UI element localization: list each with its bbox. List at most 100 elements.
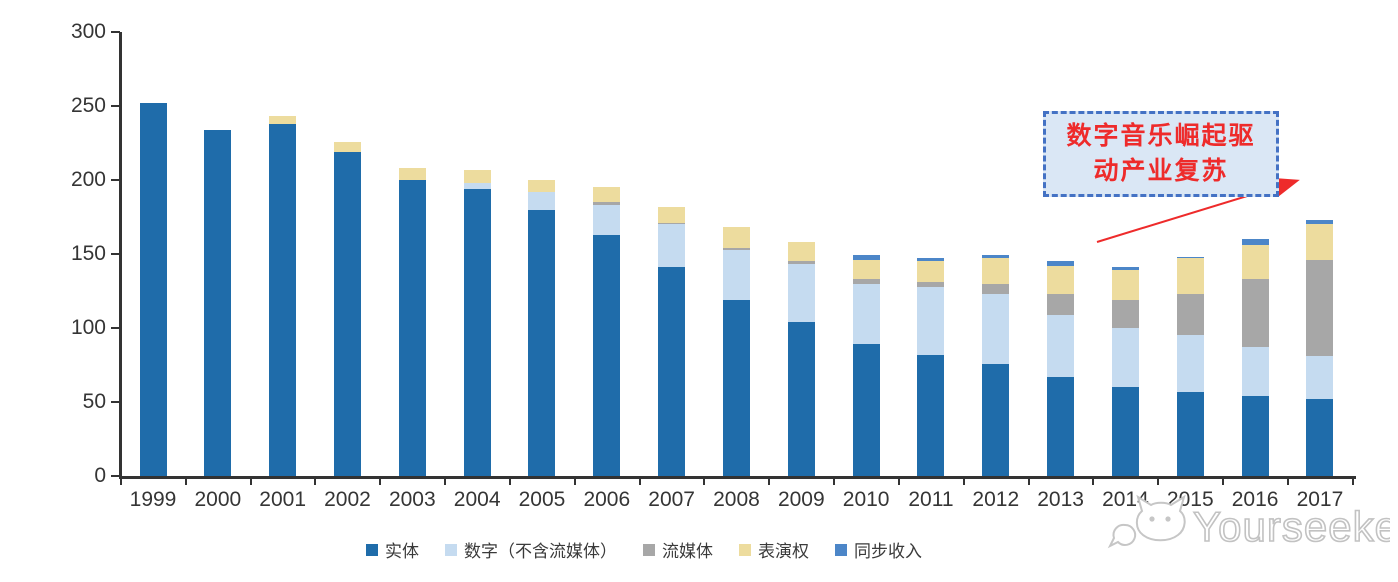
- x-axis-label: 2008: [713, 488, 760, 511]
- y-axis-tick: [111, 179, 120, 181]
- y-axis-tick: [111, 327, 120, 329]
- bar-segment-2005: [528, 180, 556, 192]
- bar-segment-2016: [1241, 239, 1269, 246]
- bar-segment-2006: [593, 187, 621, 203]
- annotation-text-line1: 数字音乐崛起驱: [1066, 122, 1256, 150]
- y-axis-tick: [111, 253, 120, 255]
- bar-segment-2011: [917, 286, 945, 355]
- bar-segment-2013: [1047, 261, 1075, 266]
- x-axis-tick: [833, 478, 836, 485]
- x-axis-tick: [768, 478, 771, 485]
- x-axis-label: 2015: [1166, 488, 1214, 511]
- x-axis-tick: [120, 478, 122, 485]
- legend-label: 实体: [385, 542, 419, 561]
- x-axis-tick: [444, 478, 447, 485]
- bar-segment-2004: [463, 182, 491, 189]
- bar-segment-2009: [787, 264, 815, 323]
- bar-segment-2012: [982, 255, 1010, 259]
- y-axis-tick: [111, 105, 120, 107]
- bar-segment-2010: [852, 279, 880, 284]
- bar-segment-2017: [1306, 259, 1334, 357]
- bar-segment-2016: [1241, 396, 1269, 476]
- bar-segment-2008: [722, 249, 750, 300]
- bar-segment-2005: [528, 209, 556, 476]
- y-axis-line: [119, 32, 122, 478]
- y-axis-tick: [111, 31, 120, 33]
- bar-segment-2015: [1176, 335, 1204, 392]
- bar-segment-2016: [1241, 347, 1269, 397]
- bar-segment-2007: [658, 222, 686, 225]
- bar-segment-2013: [1047, 265, 1075, 294]
- bar-segment-2006: [593, 205, 621, 235]
- bar-segment-2010: [852, 344, 880, 476]
- y-axis-label: 300: [70, 20, 106, 43]
- bar-segment-2013: [1047, 376, 1075, 476]
- legend-swatch-icon: [643, 543, 655, 556]
- x-axis-tick: [1222, 478, 1225, 485]
- x-axis-label: 2013: [1037, 488, 1084, 511]
- legend-swatch-icon: [366, 543, 378, 556]
- bar-segment-2014: [1111, 387, 1139, 476]
- bar-segment-2015: [1176, 293, 1204, 336]
- bar-segment-2016: [1241, 279, 1269, 348]
- bar-segment-2011: [917, 258, 945, 262]
- legend-item: 表演权: [739, 537, 809, 562]
- x-axis-tick: [1092, 478, 1095, 485]
- bar-segment-2008: [722, 248, 750, 250]
- bar-segment-2012: [982, 283, 1010, 294]
- legend-label: 流媒体: [662, 542, 713, 561]
- bar-segment-2017: [1306, 399, 1334, 476]
- bar-segment-2012: [982, 258, 1010, 284]
- x-axis-label: 2007: [648, 488, 695, 511]
- x-axis-label: 2001: [259, 488, 307, 511]
- bar-segment-2005: [528, 191, 556, 210]
- legend-label: 数字（不含流媒体）: [464, 542, 617, 561]
- x-axis-label: 1999: [129, 488, 177, 511]
- x-axis-label: 2011: [908, 488, 954, 511]
- bar-segment-2010: [852, 259, 880, 280]
- bar-segment-2015: [1176, 391, 1204, 476]
- y-axis-label: 0: [94, 464, 106, 487]
- bar-segment-2015: [1176, 256, 1204, 259]
- legend-label: 表演权: [758, 542, 809, 561]
- x-axis-label: 2014: [1102, 488, 1149, 511]
- chart-legend: 实体 数字（不含流媒体） 流媒体 表演权 同步收入: [366, 537, 922, 562]
- bar-segment-2014: [1111, 328, 1139, 388]
- x-axis-label: 2012: [972, 488, 1020, 511]
- x-axis-tick: [638, 478, 641, 485]
- bar-segment-2002: [333, 141, 361, 152]
- legend-item: 实体: [366, 537, 419, 562]
- y-axis-label: 200: [70, 168, 106, 191]
- bar-segment-2000: [204, 129, 232, 476]
- bar-segment-2007: [658, 224, 686, 268]
- x-axis-tick: [184, 478, 187, 485]
- bar-segment-2003: [398, 168, 426, 180]
- y-axis-tick: [111, 401, 120, 403]
- x-axis-tick: [249, 478, 252, 485]
- legend-item: 流媒体: [643, 537, 713, 562]
- bar-segment-2007: [658, 206, 686, 223]
- y-axis-tick: [111, 475, 120, 477]
- legend-label: 同步收入: [854, 542, 922, 561]
- bar-segment-2007: [658, 267, 686, 476]
- x-axis-tick: [379, 478, 382, 485]
- bar-segment-2011: [917, 282, 945, 287]
- bar-segment-2008: [722, 227, 750, 249]
- x-axis-label: 2003: [388, 488, 436, 511]
- bar-segment-2001: [269, 123, 297, 476]
- bar-segment-1999: [139, 103, 167, 476]
- bar-segment-2001: [269, 116, 297, 124]
- x-axis-label: 2017: [1296, 488, 1344, 511]
- x-axis-label: 2005: [518, 488, 566, 511]
- bar-segment-2008: [722, 299, 750, 476]
- bar-segment-2003: [398, 180, 426, 476]
- bar-segment-2014: [1111, 299, 1139, 328]
- y-axis-label: 50: [82, 390, 106, 413]
- bar-segment-2009: [787, 242, 815, 262]
- x-axis-tick: [1027, 478, 1030, 485]
- x-axis-tick: [962, 478, 965, 485]
- annotation-text-line2: 动产业复苏: [1093, 157, 1229, 185]
- x-axis-tick: [1351, 478, 1354, 485]
- x-axis-label: 2004: [453, 488, 501, 511]
